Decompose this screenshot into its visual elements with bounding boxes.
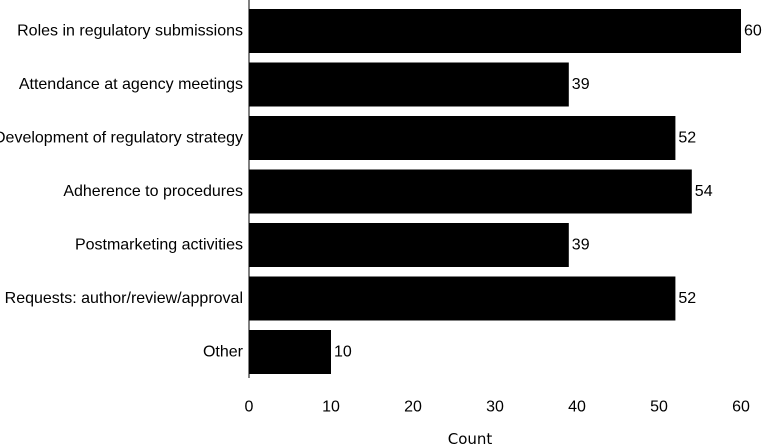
x-tick-label: 30 xyxy=(486,399,504,416)
value-labels: 60 39 52 54 39 52 10 xyxy=(334,23,762,361)
x-tick-label: 20 xyxy=(404,399,422,416)
value-label: 39 xyxy=(572,76,590,93)
bars-group xyxy=(249,9,741,374)
category-label: Other xyxy=(203,344,244,361)
bar-5 xyxy=(249,276,676,321)
category-labels: Roles in regulatory submissions Attendanc… xyxy=(0,23,244,361)
value-label: 39 xyxy=(572,237,590,254)
bar-1 xyxy=(249,62,569,107)
x-tick-label: 40 xyxy=(568,399,586,416)
x-tick-labels: 0 10 20 30 40 50 60 xyxy=(245,399,750,416)
x-axis-title: Count xyxy=(448,430,493,448)
bar-3 xyxy=(249,169,692,214)
value-label: 10 xyxy=(334,344,352,361)
x-tick-label: 60 xyxy=(732,399,750,416)
category-label: Roles in regulatory submissions xyxy=(17,23,243,40)
bar-0 xyxy=(249,9,741,53)
category-label: Adherence to procedures xyxy=(63,183,243,200)
category-label: Attendance at agency meetings xyxy=(19,76,243,93)
category-label: Development of regulatory strategy xyxy=(0,130,243,147)
x-tick-label: 10 xyxy=(322,399,340,416)
x-tick-label: 50 xyxy=(650,399,668,416)
value-label: 54 xyxy=(695,183,713,200)
category-label: Postmarketing activities xyxy=(75,237,243,254)
category-label: Requests: author/review/approval xyxy=(5,290,243,307)
bar-2 xyxy=(249,116,676,160)
bar-6 xyxy=(249,330,331,374)
value-label: 52 xyxy=(678,290,696,307)
value-label: 60 xyxy=(744,23,762,40)
bar-4 xyxy=(249,223,569,267)
value-label: 52 xyxy=(678,130,696,147)
x-tick-label: 0 xyxy=(245,399,254,416)
